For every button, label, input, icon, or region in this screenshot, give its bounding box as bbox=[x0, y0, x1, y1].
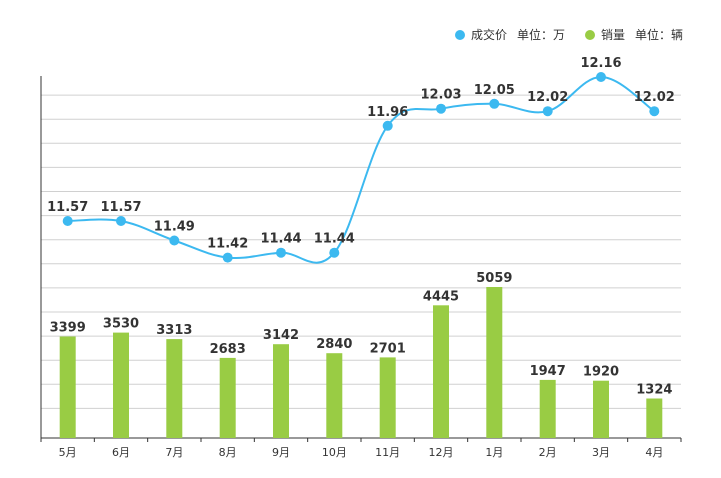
bar-data-label: 1324 bbox=[636, 383, 672, 398]
legend-item-sales[interactable]: 销量 单位：辆 bbox=[584, 26, 683, 43]
line-point bbox=[222, 252, 233, 263]
grid-lines bbox=[41, 94, 681, 409]
legend-label-sales: 销量 bbox=[600, 28, 625, 42]
bar-series: 3399 3530 3313 2683 3142 2840 2701 4445 5059 1947… bbox=[50, 271, 672, 438]
line-point bbox=[62, 216, 73, 226]
bar bbox=[433, 305, 449, 438]
bar-data-label: 3142 bbox=[263, 328, 299, 343]
bar bbox=[113, 332, 129, 438]
line-series: 11.57 11.57 11.49 11.42 11.44 11.44 11.96 12.03… bbox=[47, 56, 675, 264]
line-point bbox=[489, 98, 500, 109]
x-tick-label: 4月 bbox=[645, 446, 663, 459]
x-tick-label: 7月 bbox=[165, 446, 183, 459]
x-tick-label: 8月 bbox=[219, 446, 237, 459]
bar-data-label: 1920 bbox=[583, 365, 619, 380]
bar-data-label: 2701 bbox=[370, 341, 406, 356]
x-tick-label: 1月 bbox=[485, 446, 503, 459]
chart-legend: 成交价 单位：万 销量 单位：辆 bbox=[435, 26, 683, 43]
bar-data-label: 3399 bbox=[50, 321, 86, 336]
line-data-label: 11.44 bbox=[260, 232, 301, 247]
bar-data-label: 3530 bbox=[103, 317, 139, 332]
legend-swatch-sales bbox=[584, 29, 595, 40]
legend-unit-price: 单位：万 bbox=[516, 28, 565, 42]
line-data-label: 11.96 bbox=[367, 105, 408, 120]
bar bbox=[646, 398, 663, 438]
line-data-label: 12.16 bbox=[580, 56, 621, 71]
line-data-label: 12.02 bbox=[527, 90, 568, 105]
bar bbox=[219, 357, 236, 438]
bar bbox=[166, 339, 183, 438]
legend-item-price[interactable]: 成交价 单位：万 bbox=[454, 26, 565, 43]
bar-data-label: 5059 bbox=[476, 271, 512, 286]
line-point bbox=[116, 216, 126, 226]
line-data-label: 11.49 bbox=[154, 220, 195, 235]
bar bbox=[326, 353, 343, 438]
x-tick-label: 3月 bbox=[592, 446, 610, 459]
x-tick-label: 9月 bbox=[272, 446, 290, 459]
x-tick-label: 12月 bbox=[429, 446, 454, 459]
line-point bbox=[169, 235, 180, 246]
line-point bbox=[649, 106, 660, 117]
bar bbox=[59, 336, 76, 438]
line-point bbox=[382, 120, 393, 131]
x-axis-ticks: 5月 6月 7月 8月 9月 10月 11月 12月 1月 2月 3月 4月 bbox=[40, 438, 682, 459]
x-tick-label: 10月 bbox=[322, 446, 347, 459]
line-point bbox=[596, 72, 606, 82]
bar-data-label: 4445 bbox=[423, 289, 459, 304]
line-data-label: 12.03 bbox=[420, 88, 461, 103]
x-tick-label: 11月 bbox=[375, 446, 400, 459]
line-data-label: 11.57 bbox=[47, 200, 88, 215]
line-point bbox=[436, 103, 446, 114]
bar bbox=[273, 344, 289, 438]
line-data-label: 11.44 bbox=[314, 232, 355, 247]
bar bbox=[379, 357, 396, 438]
bar-data-label: 2683 bbox=[210, 342, 246, 357]
bar-data-label: 3313 bbox=[156, 323, 192, 338]
legend-swatch-price bbox=[454, 29, 465, 40]
bar-data-label: 2840 bbox=[316, 337, 352, 352]
x-tick-label: 2月 bbox=[539, 446, 557, 459]
line-data-label: 11.57 bbox=[100, 200, 141, 215]
bar bbox=[486, 287, 503, 438]
line-data-label: 12.05 bbox=[474, 83, 515, 98]
bar bbox=[539, 379, 556, 438]
x-tick-label: 5月 bbox=[59, 446, 77, 459]
bar-data-label: 1947 bbox=[530, 364, 566, 379]
line-point bbox=[542, 106, 553, 117]
legend-label-price: 成交价 bbox=[470, 28, 507, 42]
bar bbox=[593, 380, 609, 438]
x-tick-label: 6月 bbox=[112, 446, 130, 459]
legend-unit-sales: 单位：辆 bbox=[634, 28, 683, 42]
line-data-label: 11.42 bbox=[207, 237, 248, 252]
line-data-label: 12.02 bbox=[634, 90, 675, 105]
line-point bbox=[276, 247, 286, 258]
line-point bbox=[329, 247, 340, 258]
